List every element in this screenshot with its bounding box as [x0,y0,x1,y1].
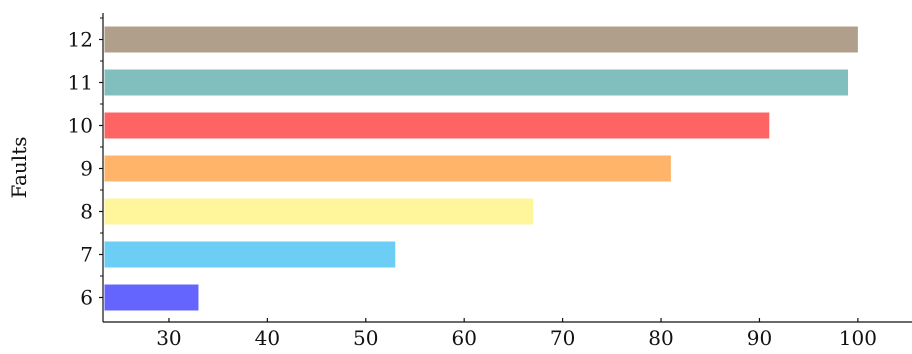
x-tick-label-80: 80 [648,326,673,350]
x-tick-label-30: 30 [156,326,181,350]
x-ticks: 30 40 50 60 70 80 90 100 [156,318,877,350]
y-ticks: 6 7 8 9 10 11 12 [68,17,103,310]
bar-7 [104,241,396,268]
x-tick-label-70: 70 [550,326,575,350]
bar-12 [104,26,858,53]
y-tick-label-12: 12 [68,28,93,52]
bar-8 [104,198,534,225]
x-tick-label-100: 100 [839,326,877,350]
x-tick-label-40: 40 [255,326,280,350]
y-tick-label-11: 11 [68,71,93,95]
y-tick-label-10: 10 [68,114,93,138]
y-tick-label-9: 9 [80,157,93,181]
y-tick-label-7: 7 [80,243,93,267]
y-tick-label-6: 6 [80,286,93,310]
bar-6 [104,284,199,311]
bar-9 [104,155,671,182]
x-tick-label-60: 60 [451,326,476,350]
y-axis-title: Faults [7,136,31,198]
y-tick-label-8: 8 [80,200,93,224]
bar-10 [104,112,770,139]
x-tick-label-50: 50 [353,326,378,350]
bars-layer [104,26,858,311]
x-tick-label-90: 90 [747,326,772,350]
axes-layer [102,13,912,323]
bar-11 [104,69,849,96]
